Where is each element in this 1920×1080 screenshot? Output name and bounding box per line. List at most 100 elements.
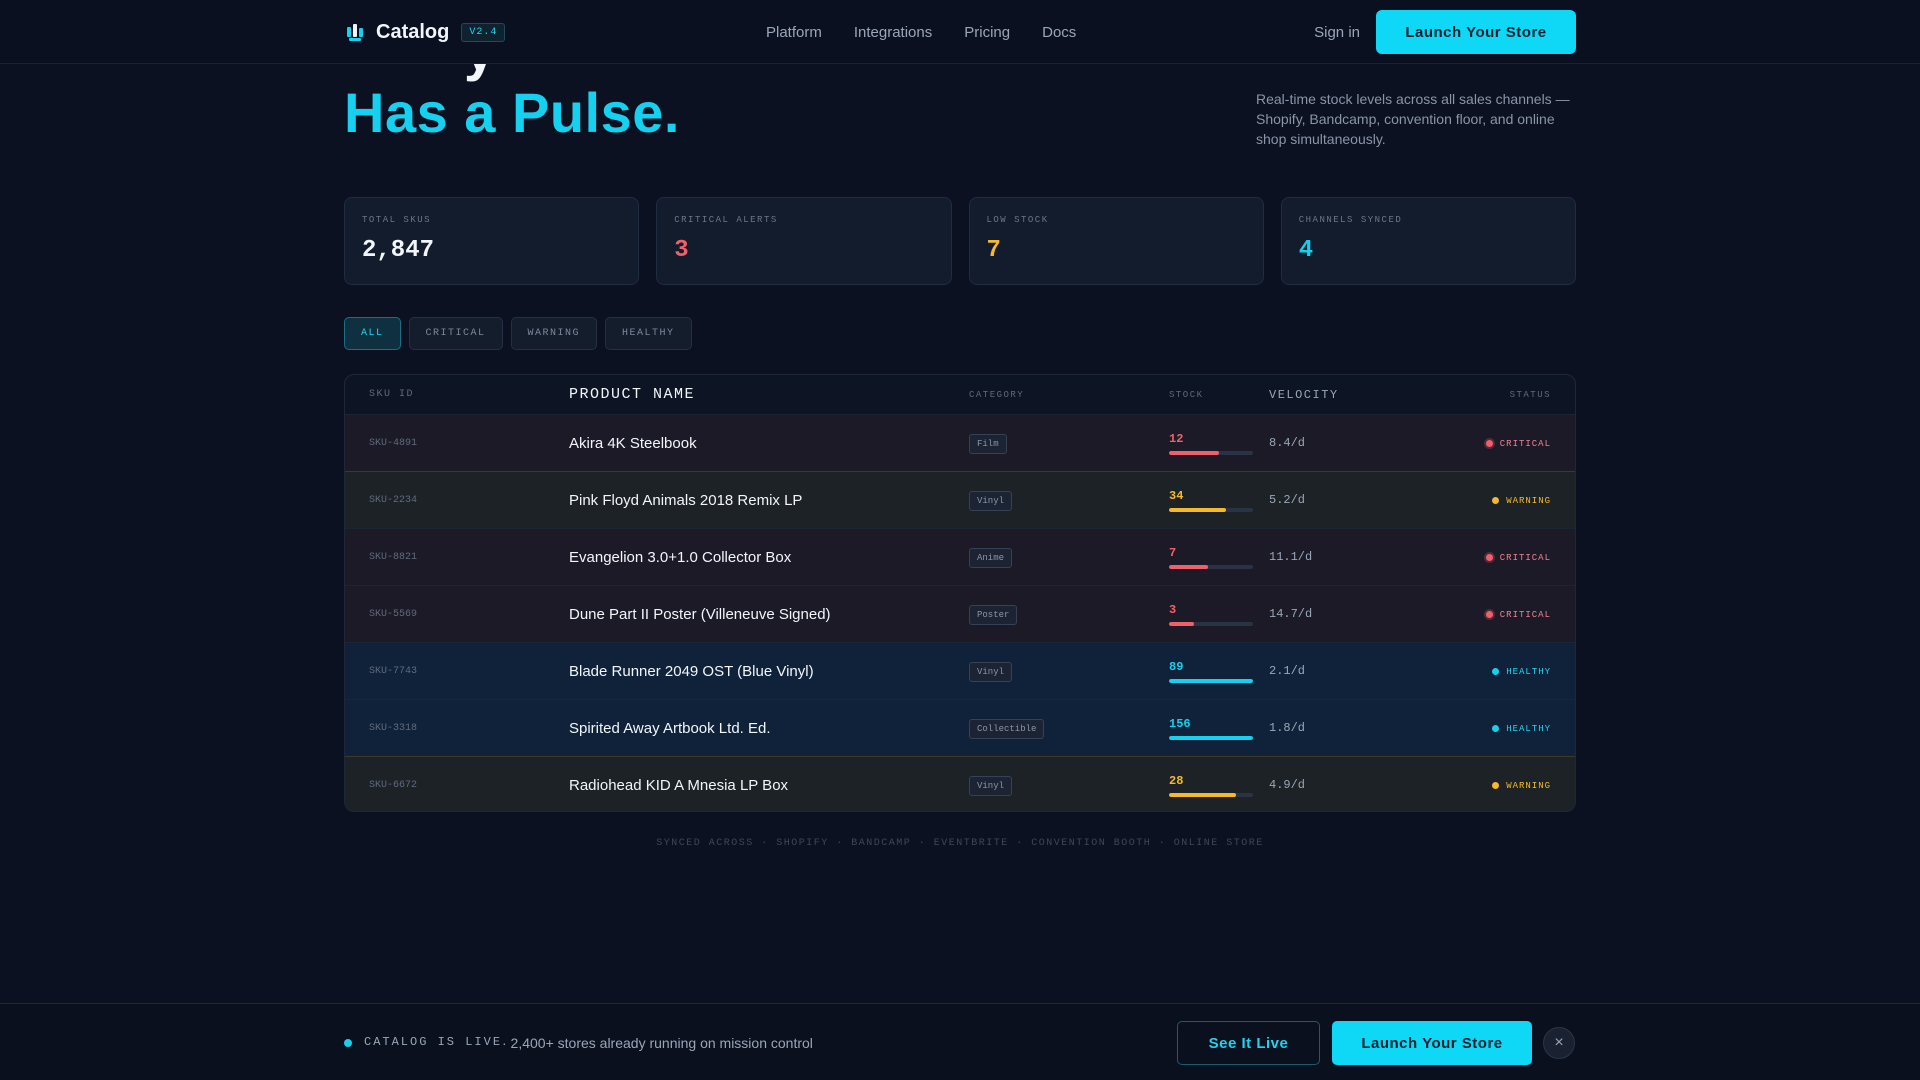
- launch-store-button[interactable]: Launch Your Store: [1376, 10, 1576, 54]
- status-label: CRITICAL: [1499, 609, 1551, 620]
- stock-count: 28: [1169, 773, 1184, 788]
- stock-cell: 89: [1169, 660, 1269, 683]
- product-name: Dune Part II Poster (Villeneuve Signed): [569, 605, 831, 623]
- table-header: SKU ID PRODUCT NAME CATEGORY STOCK VELOC…: [345, 375, 1575, 414]
- launch-store-button-banner[interactable]: Launch Your Store: [1332, 1021, 1532, 1065]
- header-category[interactable]: CATEGORY: [969, 389, 1025, 400]
- velocity: 1.8/d: [1269, 721, 1306, 735]
- sign-in-link[interactable]: Sign in: [1314, 23, 1360, 41]
- brand-logo[interactable]: Catalog V2.4: [344, 20, 506, 44]
- status-cell: HEALTHY: [1419, 719, 1575, 737]
- stock-bar-fill: [1169, 507, 1227, 512]
- live-indicator-dot: [344, 1039, 352, 1047]
- stat-label: TOTAL SKUS: [362, 215, 432, 225]
- filter-warning[interactable]: WARNING: [510, 317, 598, 350]
- category-cell: Vinyl: [969, 661, 1169, 682]
- bottom-banner: CATALOG IS LIVE · 2,400+ stores already …: [0, 1003, 1920, 1080]
- sku-id: SKU-6672: [369, 779, 418, 791]
- stat-label: LOW STOCK: [986, 215, 1049, 225]
- stock-count: 89: [1169, 659, 1184, 674]
- stock-count: 12: [1169, 431, 1184, 446]
- status-dot: [1492, 782, 1500, 789]
- synced-channels-text: SYNCED ACROSS · SHOPIFY · BANDCAMP · EVE…: [656, 838, 1264, 849]
- sku-id: SKU-8821: [369, 551, 418, 563]
- close-icon[interactable]: ×: [1543, 1027, 1575, 1059]
- status-label: WARNING: [1506, 495, 1551, 506]
- status-dot: [1485, 554, 1493, 561]
- stat-card-channels-synced: CHANNELS SYNCED 4: [1280, 197, 1576, 285]
- version-badge: V2.4: [461, 22, 506, 42]
- filter-critical[interactable]: CRITICAL: [408, 317, 503, 350]
- table-row[interactable]: SKU-2234 Pink Floyd Animals 2018 Remix LP…: [345, 471, 1575, 528]
- stock-cell: 34: [1169, 489, 1269, 512]
- velocity: 2.1/d: [1269, 664, 1306, 678]
- stock-bar: [1169, 564, 1253, 569]
- status-dot: [1485, 611, 1493, 618]
- category-cell: Vinyl: [969, 490, 1169, 511]
- category-tag: Poster: [969, 604, 1018, 625]
- velocity: 11.1/d: [1269, 550, 1313, 564]
- stat-value: 2,847: [362, 237, 435, 264]
- sku-id: SKU-7743: [369, 665, 418, 677]
- stock-cell: 7: [1169, 546, 1269, 569]
- stock-cell: 12: [1169, 432, 1269, 455]
- velocity: 14.7/d: [1269, 607, 1313, 621]
- stock-bar-fill: [1169, 792, 1237, 797]
- logo-icon: [347, 24, 363, 41]
- status-badge: HEALTHY: [1492, 667, 1551, 677]
- table-row[interactable]: SKU-5569 Dune Part II Poster (Villeneuve …: [345, 585, 1575, 642]
- category-cell: Collectible: [969, 718, 1169, 739]
- table-row[interactable]: SKU-3318 Spirited Away Artbook Ltd. Ed. Co…: [345, 699, 1575, 756]
- nav-link-platform[interactable]: Platform: [766, 23, 822, 41]
- stock-count: 156: [1169, 716, 1191, 731]
- stock-bar-fill: [1169, 735, 1253, 740]
- velocity: 8.4/d: [1269, 436, 1306, 450]
- sku-id: SKU-5569: [369, 608, 418, 620]
- see-it-live-button[interactable]: See It Live: [1177, 1021, 1320, 1065]
- stock-bar: [1169, 621, 1253, 626]
- product-name: Akira 4K Steelbook: [569, 434, 697, 452]
- header-status[interactable]: STATUS: [1509, 389, 1551, 400]
- header-sku-id[interactable]: SKU ID: [369, 389, 415, 400]
- status-dot: [1492, 668, 1500, 675]
- status-cell: CRITICAL: [1419, 434, 1575, 452]
- table-row[interactable]: SKU-4891 Akira 4K Steelbook Film 12 8.4/d CRI…: [345, 414, 1575, 471]
- sku-id: SKU-2234: [369, 494, 418, 506]
- nav-link-integrations[interactable]: Integrations: [853, 23, 933, 41]
- status-dot: [1492, 497, 1500, 504]
- status-cell: CRITICAL: [1419, 605, 1575, 623]
- stock-bar: [1169, 792, 1253, 797]
- hero-subtitle: Real-time stock levels across all sales …: [1256, 91, 1570, 147]
- top-nav: Catalog V2.4 Platform Integrations Prici…: [0, 0, 1920, 64]
- stat-label: CHANNELS SYNCED: [1298, 215, 1403, 225]
- nav-links: Platform Integrations Pricing Docs: [766, 24, 1076, 41]
- product-name: Blade Runner 2049 OST (Blue Vinyl): [569, 662, 814, 680]
- stat-cards: TOTAL SKUS 2,847 CRITICAL ALERTS 3 LOW S…: [344, 197, 1576, 285]
- nav-link-pricing[interactable]: Pricing: [964, 23, 1011, 41]
- stat-value: 4: [1298, 237, 1314, 264]
- table-row[interactable]: SKU-6672 Radiohead KID A Mnesia LP Box Vin…: [345, 756, 1575, 811]
- category-cell: Anime: [969, 547, 1169, 568]
- stat-card-total-skus: TOTAL SKUS 2,847: [344, 197, 640, 285]
- status-badge: WARNING: [1492, 496, 1551, 506]
- stock-cell: 3: [1169, 603, 1269, 626]
- status-label: WARNING: [1506, 780, 1551, 791]
- table-row[interactable]: SKU-8821 Evangelion 3.0+1.0 Collector Box…: [345, 528, 1575, 585]
- stock-count: 3: [1169, 602, 1177, 617]
- header-product-name[interactable]: PRODUCT NAME: [569, 386, 696, 403]
- stock-bar-fill: [1169, 450, 1220, 455]
- table-row[interactable]: SKU-7743 Blade Runner 2049 OST (Blue Viny…: [345, 642, 1575, 699]
- stock-bar-fill: [1169, 678, 1253, 683]
- stock-count: 34: [1169, 488, 1184, 503]
- status-badge: CRITICAL: [1485, 439, 1551, 449]
- brand-name: Catalog: [376, 20, 450, 43]
- stat-value: 3: [674, 237, 689, 264]
- filter-healthy[interactable]: HEALTHY: [605, 317, 692, 350]
- status-label: HEALTHY: [1506, 666, 1551, 677]
- nav-link-docs[interactable]: Docs: [1042, 23, 1077, 41]
- stock-count: 7: [1169, 545, 1177, 560]
- filter-all[interactable]: ALL: [344, 317, 401, 350]
- header-velocity[interactable]: VELOCITY: [1269, 387, 1339, 402]
- header-stock[interactable]: STOCK: [1169, 389, 1204, 400]
- stock-bar: [1169, 678, 1253, 683]
